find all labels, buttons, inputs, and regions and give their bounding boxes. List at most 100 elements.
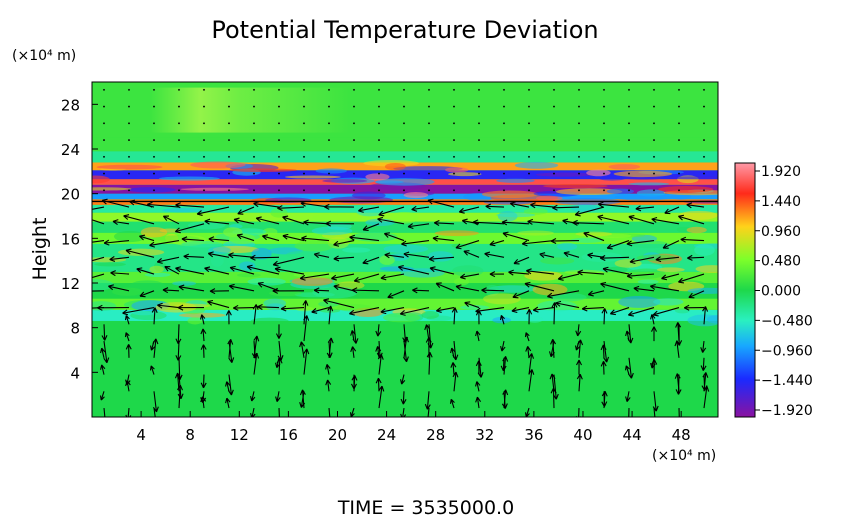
wind-dot bbox=[678, 172, 680, 175]
wind-dot bbox=[253, 105, 255, 108]
wind-dot bbox=[353, 172, 355, 175]
wind-arrow bbox=[325, 379, 332, 392]
wind-dot bbox=[503, 122, 505, 125]
field-patch bbox=[144, 272, 171, 277]
wind-arrow bbox=[481, 287, 505, 294]
wind-dot bbox=[153, 155, 155, 158]
field-patch bbox=[149, 265, 164, 273]
wind-dot bbox=[103, 172, 105, 175]
wind-arrow bbox=[162, 215, 180, 225]
field-patch bbox=[586, 169, 611, 177]
wind-arrow bbox=[424, 391, 431, 410]
wind-dot bbox=[478, 189, 480, 192]
wind-dot bbox=[678, 139, 680, 141]
wind-dot bbox=[278, 88, 280, 91]
wind-arrow bbox=[228, 252, 255, 259]
field-patch bbox=[543, 183, 608, 189]
wind-arrow bbox=[100, 364, 106, 375]
wind-arrow bbox=[333, 240, 355, 247]
wind-dot bbox=[703, 139, 705, 141]
field-patch bbox=[363, 160, 419, 167]
wind-arrow bbox=[275, 324, 282, 339]
wind-dot bbox=[378, 189, 380, 192]
wind-arrow bbox=[277, 341, 284, 361]
wind-arrow bbox=[455, 240, 480, 250]
wind-arrow bbox=[149, 240, 180, 248]
wind-arrow bbox=[176, 357, 183, 381]
wind-arrow bbox=[650, 314, 656, 325]
wind-arrow bbox=[151, 307, 158, 325]
wind-arrow bbox=[125, 374, 131, 385]
field-patch bbox=[236, 273, 261, 278]
wind-arrow bbox=[401, 240, 430, 247]
wind-arrow bbox=[600, 281, 630, 292]
field-band-7 bbox=[92, 221, 718, 233]
field-patch bbox=[128, 187, 176, 193]
wind-arrow bbox=[407, 223, 430, 230]
wind-dot bbox=[478, 105, 480, 108]
wind-arrow bbox=[552, 204, 580, 211]
wind-arrow bbox=[400, 391, 407, 405]
wind-arrow bbox=[429, 266, 455, 275]
field-patch bbox=[678, 210, 718, 220]
wind-arrow bbox=[149, 340, 156, 351]
x-tick-label: 16 bbox=[279, 426, 298, 444]
field-patch bbox=[329, 196, 393, 204]
wind-arrow bbox=[397, 265, 430, 275]
wind-dot bbox=[428, 172, 430, 175]
wind-dot bbox=[203, 155, 205, 158]
wind-dot bbox=[403, 155, 405, 158]
wind-dot bbox=[503, 172, 505, 175]
wind-arrow bbox=[450, 362, 457, 375]
wind-arrow bbox=[97, 304, 130, 311]
wind-dot bbox=[553, 122, 555, 125]
wind-dot bbox=[328, 172, 330, 175]
field-patch bbox=[250, 317, 289, 325]
wind-dot bbox=[153, 105, 155, 108]
wind-dot bbox=[553, 105, 555, 108]
y-axis: 4 8 12 16 20 24 28 bbox=[61, 96, 98, 382]
wind-arrow bbox=[701, 374, 708, 391]
wind-arrow bbox=[432, 235, 455, 242]
wind-arrow bbox=[551, 302, 558, 325]
wind-arrow bbox=[597, 214, 630, 225]
wind-arrow bbox=[626, 240, 655, 247]
wind-arrow bbox=[501, 219, 530, 226]
field-patch bbox=[481, 190, 538, 199]
field-patch bbox=[627, 268, 666, 279]
wind-dot bbox=[528, 88, 530, 91]
wind-dot bbox=[578, 155, 580, 158]
wind-arrow bbox=[625, 391, 631, 402]
wind-arrow bbox=[123, 214, 155, 225]
wind-arrow bbox=[204, 266, 230, 275]
wind-dot bbox=[678, 88, 680, 91]
wind-dot bbox=[153, 122, 155, 125]
wind-dot bbox=[228, 155, 230, 158]
field-patch bbox=[453, 277, 470, 286]
wind-arrow bbox=[661, 273, 680, 281]
field-patch bbox=[174, 303, 211, 308]
field-patch bbox=[294, 240, 334, 252]
wind-arrow bbox=[524, 281, 555, 292]
wind-arrow bbox=[358, 206, 380, 213]
wind-arrow bbox=[375, 377, 382, 392]
field-patch bbox=[447, 172, 482, 177]
x-tick-label: 28 bbox=[426, 426, 445, 444]
wind-arrow bbox=[500, 357, 507, 372]
wind-arrow bbox=[583, 231, 605, 242]
wind-arrow bbox=[146, 201, 180, 208]
wind-arrow bbox=[157, 302, 180, 309]
wind-arrow bbox=[175, 324, 182, 345]
field-band-9 bbox=[92, 204, 718, 213]
wind-arrow bbox=[156, 256, 180, 264]
wind-dot bbox=[428, 88, 430, 91]
wind-arrow bbox=[463, 250, 480, 258]
wind-dot bbox=[453, 155, 455, 158]
wind-dot bbox=[653, 189, 655, 192]
wind-dot bbox=[428, 189, 430, 192]
wind-dot bbox=[303, 172, 305, 175]
wind-dot bbox=[603, 172, 605, 175]
wind-dot bbox=[453, 189, 455, 192]
wind-dot bbox=[578, 88, 580, 91]
wind-dot bbox=[703, 189, 705, 192]
